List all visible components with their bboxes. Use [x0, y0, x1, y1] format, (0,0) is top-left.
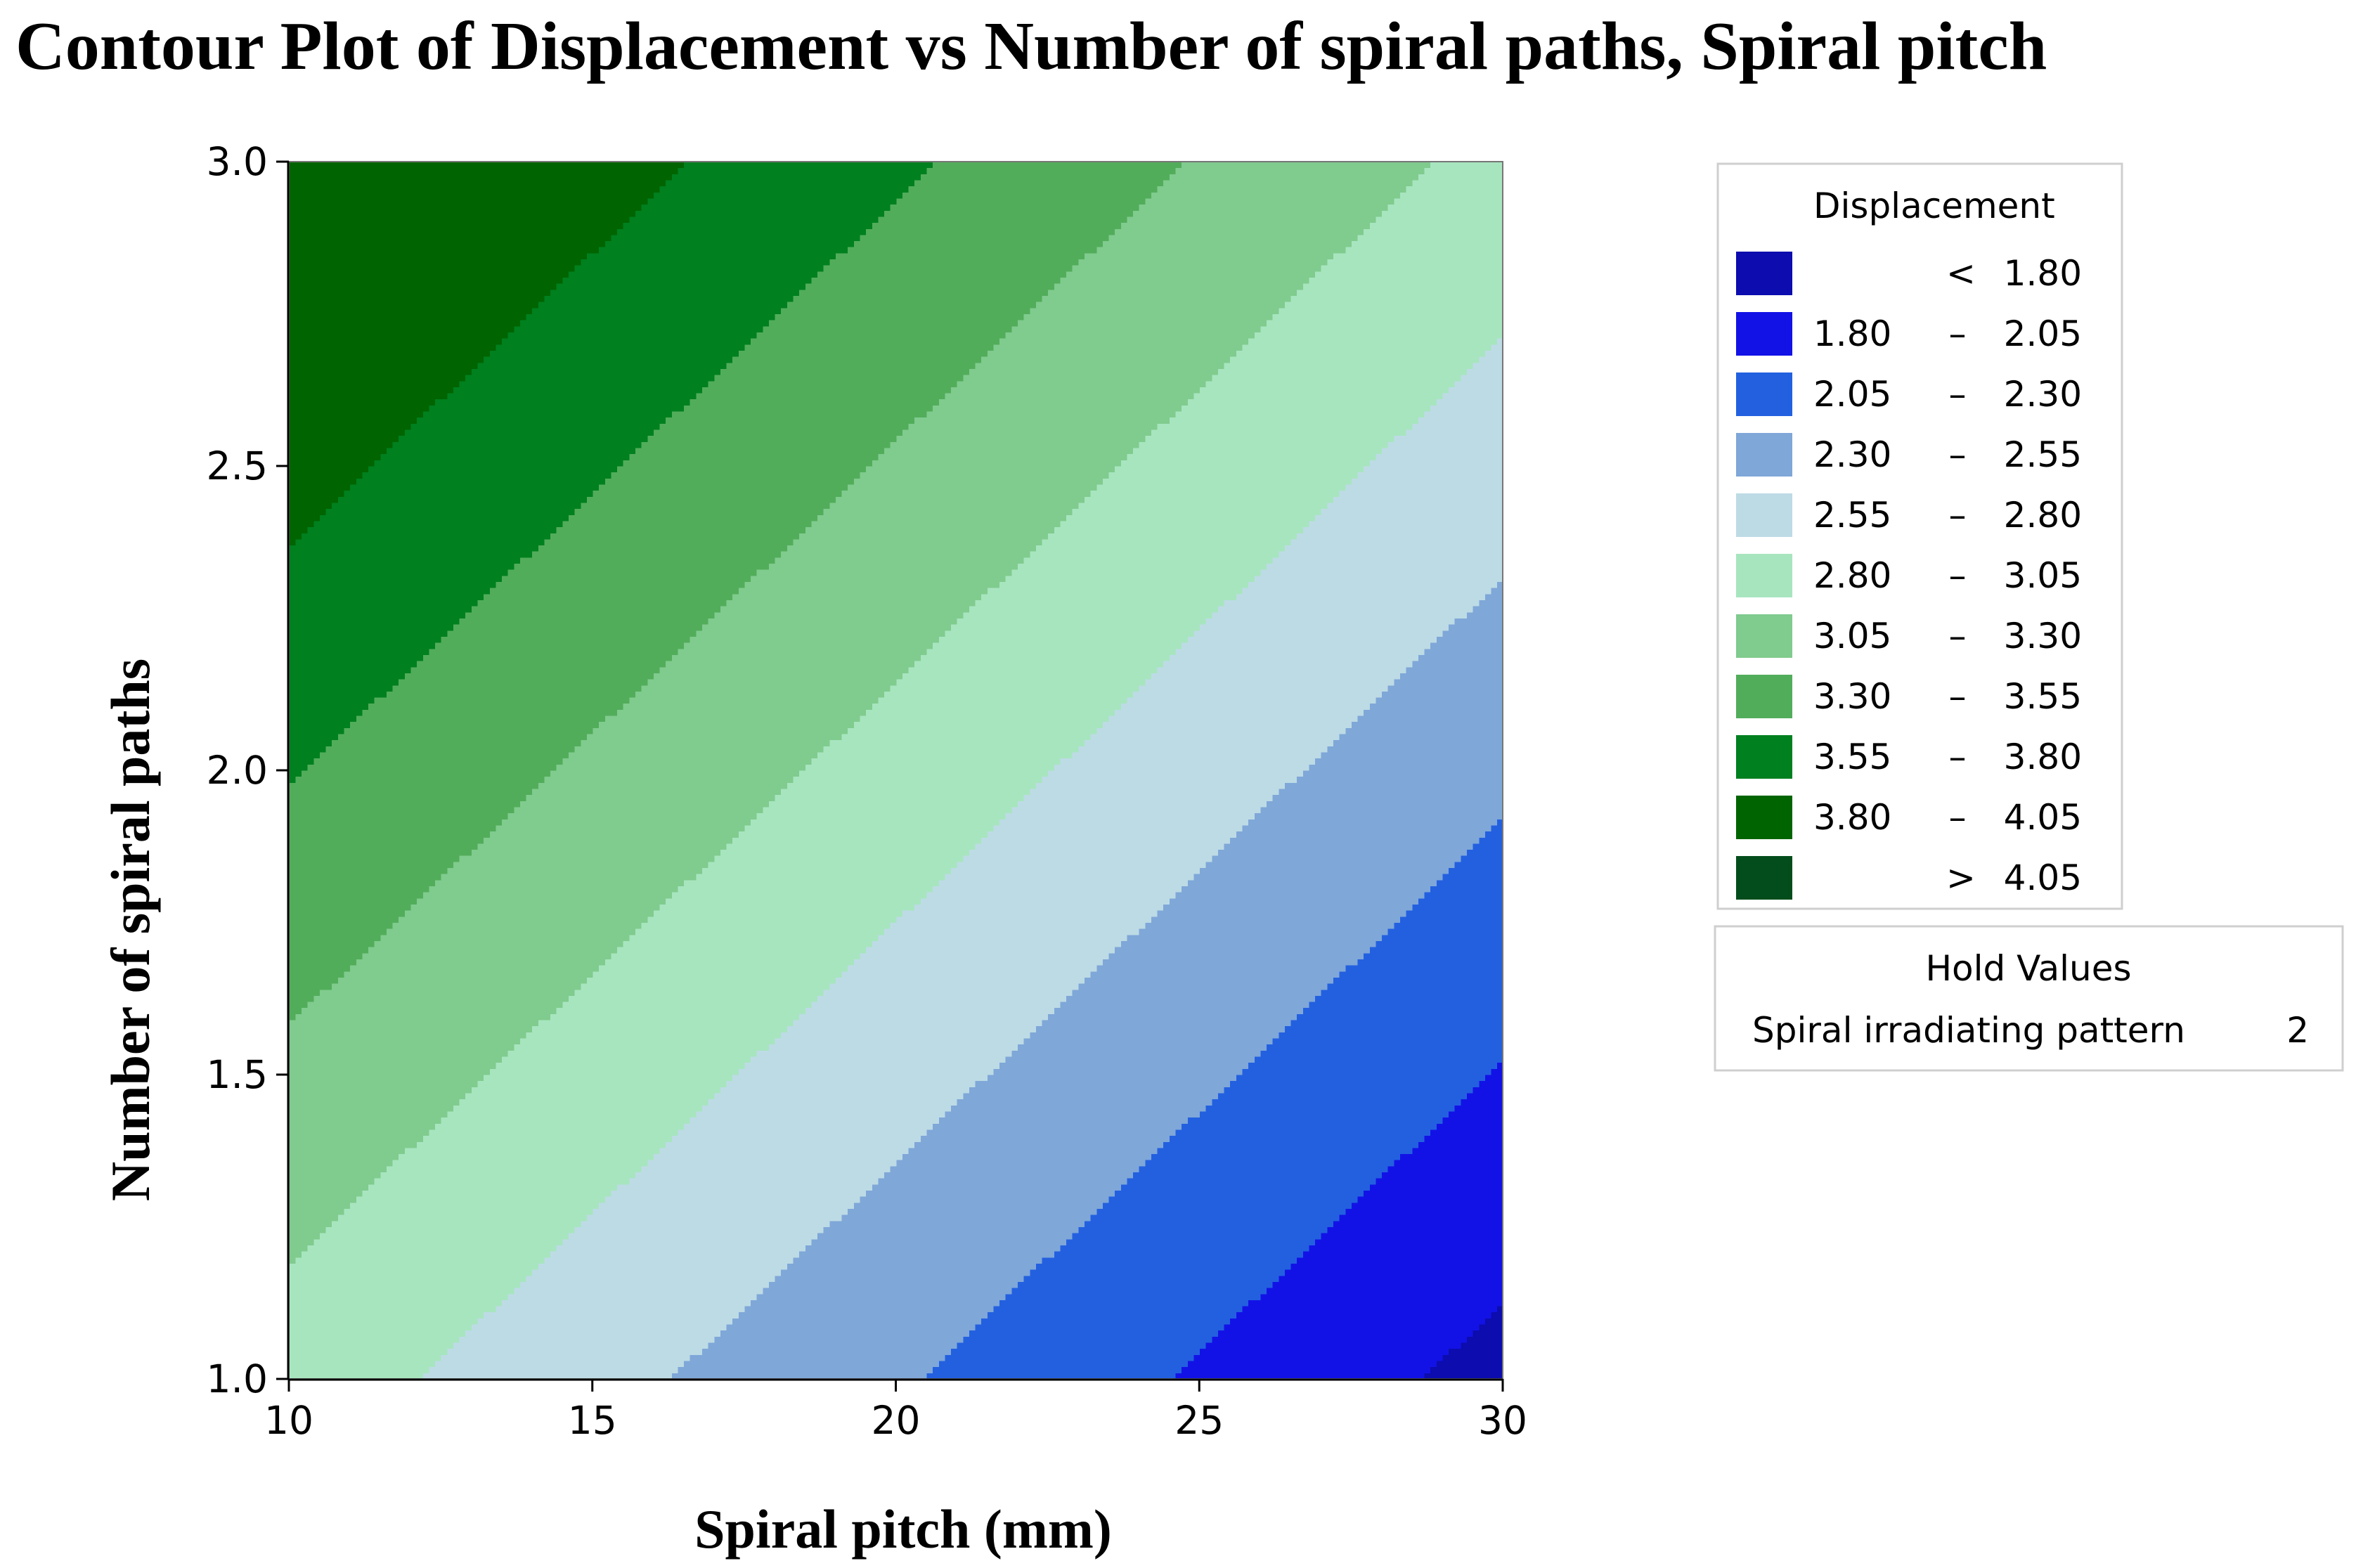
legend-high: 1.80	[2004, 253, 2082, 294]
x-axis-ticks: 10 15 20 25 30	[264, 1379, 1527, 1443]
y-axis-ticks: 1.0 1.5 2.0 2.5 3.0	[207, 139, 289, 1401]
legend-high: 4.05	[2004, 797, 2082, 838]
legend-item: 3.55 –3.80	[1736, 735, 2082, 779]
x-axis-title: Spiral pitch (mm)	[694, 1498, 1112, 1560]
x-tick-label: 20	[872, 1398, 921, 1443]
legend-item: 2.05 –2.30	[1736, 372, 2082, 416]
legend-low: 2.80	[1813, 555, 1891, 596]
legend-sep: –	[1949, 797, 1967, 838]
legend-swatch	[1736, 796, 1792, 839]
y-tick-label: 1.5	[207, 1052, 268, 1097]
legend-high: 2.55	[2004, 434, 2082, 475]
legend-low: 1.80	[1813, 313, 1891, 354]
contour-band	[1423, 1306, 1503, 1380]
contour-band	[289, 162, 685, 546]
legend-low: 2.55	[1813, 495, 1891, 536]
legend-sep: –	[1949, 495, 1967, 536]
contour-band	[671, 581, 1503, 1380]
legend-low: 3.55	[1813, 737, 1891, 777]
legend-sep: –	[1949, 676, 1967, 717]
legend-item: 3.80 –4.05	[1736, 796, 2082, 839]
legend-low: 3.80	[1813, 797, 1891, 838]
legend-low: 3.30	[1813, 676, 1891, 717]
plot-area	[287, 161, 1503, 1381]
legend-swatch	[1736, 554, 1792, 597]
legend-swatch	[1736, 735, 1792, 779]
legend-sep: –	[1949, 434, 1967, 475]
legend-sep: –	[1949, 555, 1967, 596]
legend-sep: –	[1949, 374, 1967, 415]
legend-item: 2.55 –2.80	[1736, 493, 2082, 537]
hold-values-value: 2	[2286, 1010, 2309, 1051]
legend-item: <1.80	[1736, 252, 2082, 295]
legend-swatch	[1736, 252, 1792, 295]
y-tick-label: 3.0	[207, 139, 268, 184]
legend-title: Displacement	[1813, 186, 2055, 226]
legend-swatch	[1736, 312, 1792, 356]
legend-swatch	[1736, 614, 1792, 658]
legend-high: 4.05	[2004, 857, 2082, 898]
legend-op: <	[1946, 253, 1976, 294]
contour-band	[1174, 1062, 1503, 1380]
legend-item: 3.30 –3.55	[1736, 675, 2082, 718]
y-tick-label: 2.5	[207, 443, 268, 488]
legend-item: 2.80 –3.05	[1736, 554, 2082, 597]
legend-op: >	[1946, 857, 1976, 898]
legend-high: 3.05	[2004, 555, 2082, 596]
legend-swatch	[1736, 493, 1792, 537]
y-axis-title: Number of spiral paths	[100, 659, 161, 1201]
contour-band	[289, 162, 1503, 1380]
hold-values-panel: Hold Values Spiral irradiating pattern 2	[1714, 925, 2344, 1072]
hold-values-label: Spiral irradiating pattern	[1752, 1010, 2185, 1051]
contour-band	[926, 819, 1503, 1380]
legend-low: 2.05	[1813, 374, 1891, 415]
y-tick-label: 1.0	[207, 1356, 268, 1401]
legend: Displacement <1.801.80–2.052.05–2.302.30…	[1716, 162, 2123, 910]
y-tick-label: 2.0	[207, 748, 268, 793]
x-tick-label: 10	[264, 1398, 313, 1443]
legend-swatch	[1736, 675, 1792, 718]
legend-sep: –	[1949, 313, 1967, 354]
legend-high: 2.80	[2004, 495, 2082, 536]
contour-band	[289, 162, 1431, 1264]
legend-swatch	[1736, 433, 1792, 477]
legend-low: 2.30	[1813, 434, 1891, 475]
x-tick-label: 30	[1478, 1398, 1527, 1443]
hold-values-box	[1714, 925, 2344, 1072]
legend-high: 3.30	[2004, 616, 2082, 656]
legend-sep: –	[1949, 737, 1967, 777]
x-tick-label: 25	[1174, 1398, 1224, 1443]
contour-band	[289, 162, 933, 783]
contour-band	[289, 162, 1182, 1021]
legend-item: >4.05	[1736, 856, 2082, 900]
legend-item: 2.30 –2.55	[1736, 433, 2082, 477]
hold-values-title: Hold Values	[1925, 948, 2131, 989]
legend-high: 2.05	[2004, 313, 2082, 354]
x-tick-label: 15	[568, 1398, 617, 1443]
legend-high: 3.80	[2004, 737, 2082, 777]
legend-swatch	[1736, 372, 1792, 416]
legend-high: 2.30	[2004, 374, 2082, 415]
legend-sep: –	[1949, 616, 1967, 656]
contour-band	[422, 338, 1503, 1380]
legend-low: 3.05	[1813, 616, 1891, 656]
chart-title: Contour Plot of Displacement vs Number o…	[15, 8, 2047, 84]
legend-items: <1.801.80–2.052.05–2.302.30–2.552.55–2.8…	[1736, 252, 2082, 900]
legend-item: 3.05 –3.30	[1736, 614, 2082, 658]
legend-high: 3.55	[2004, 676, 2082, 717]
legend-item: 1.80 –2.05	[1736, 312, 2082, 356]
legend-swatch	[1736, 856, 1792, 900]
